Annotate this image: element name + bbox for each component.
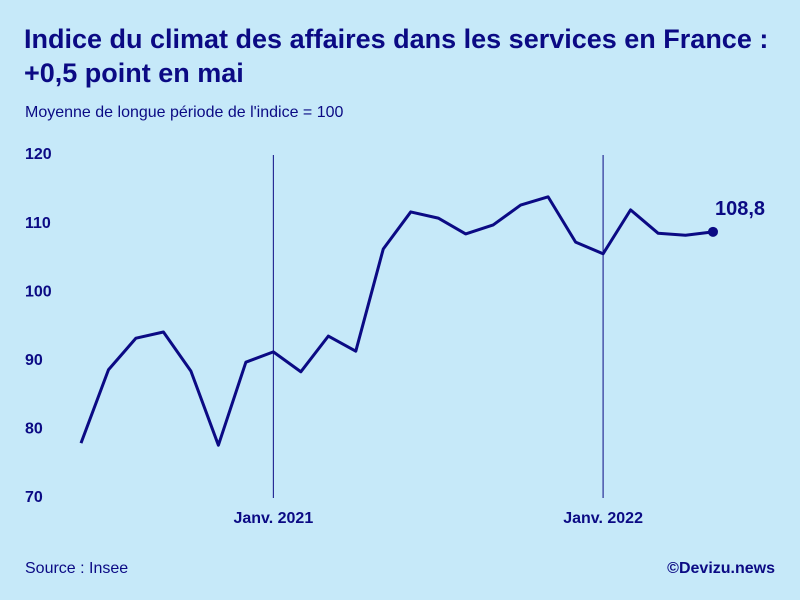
x-tick-label: Janv. 2022 (563, 510, 643, 527)
y-tick-label: 90 (25, 352, 43, 369)
source: Source : Insee (25, 560, 128, 577)
series-line (79, 195, 714, 447)
chart-title: Indice du climat des affaires dans les s… (24, 24, 769, 88)
y-tick-label: 120 (25, 146, 52, 163)
subtitle: Moyenne de longue période de l'indice = … (25, 104, 344, 121)
y-tick-label: 100 (25, 283, 52, 300)
value-label: 108,8 (715, 198, 765, 220)
y-tick-label: 70 (25, 489, 43, 506)
credit: ©Devizu.news (667, 560, 775, 577)
point-marker (708, 226, 718, 237)
y-tick-label: 80 (25, 421, 43, 438)
title-box: Indice du climat des affaires dans les s… (24, 24, 769, 88)
x-tick-label: Janv. 2021 (233, 510, 313, 527)
y-tick-label: 110 (25, 215, 51, 232)
